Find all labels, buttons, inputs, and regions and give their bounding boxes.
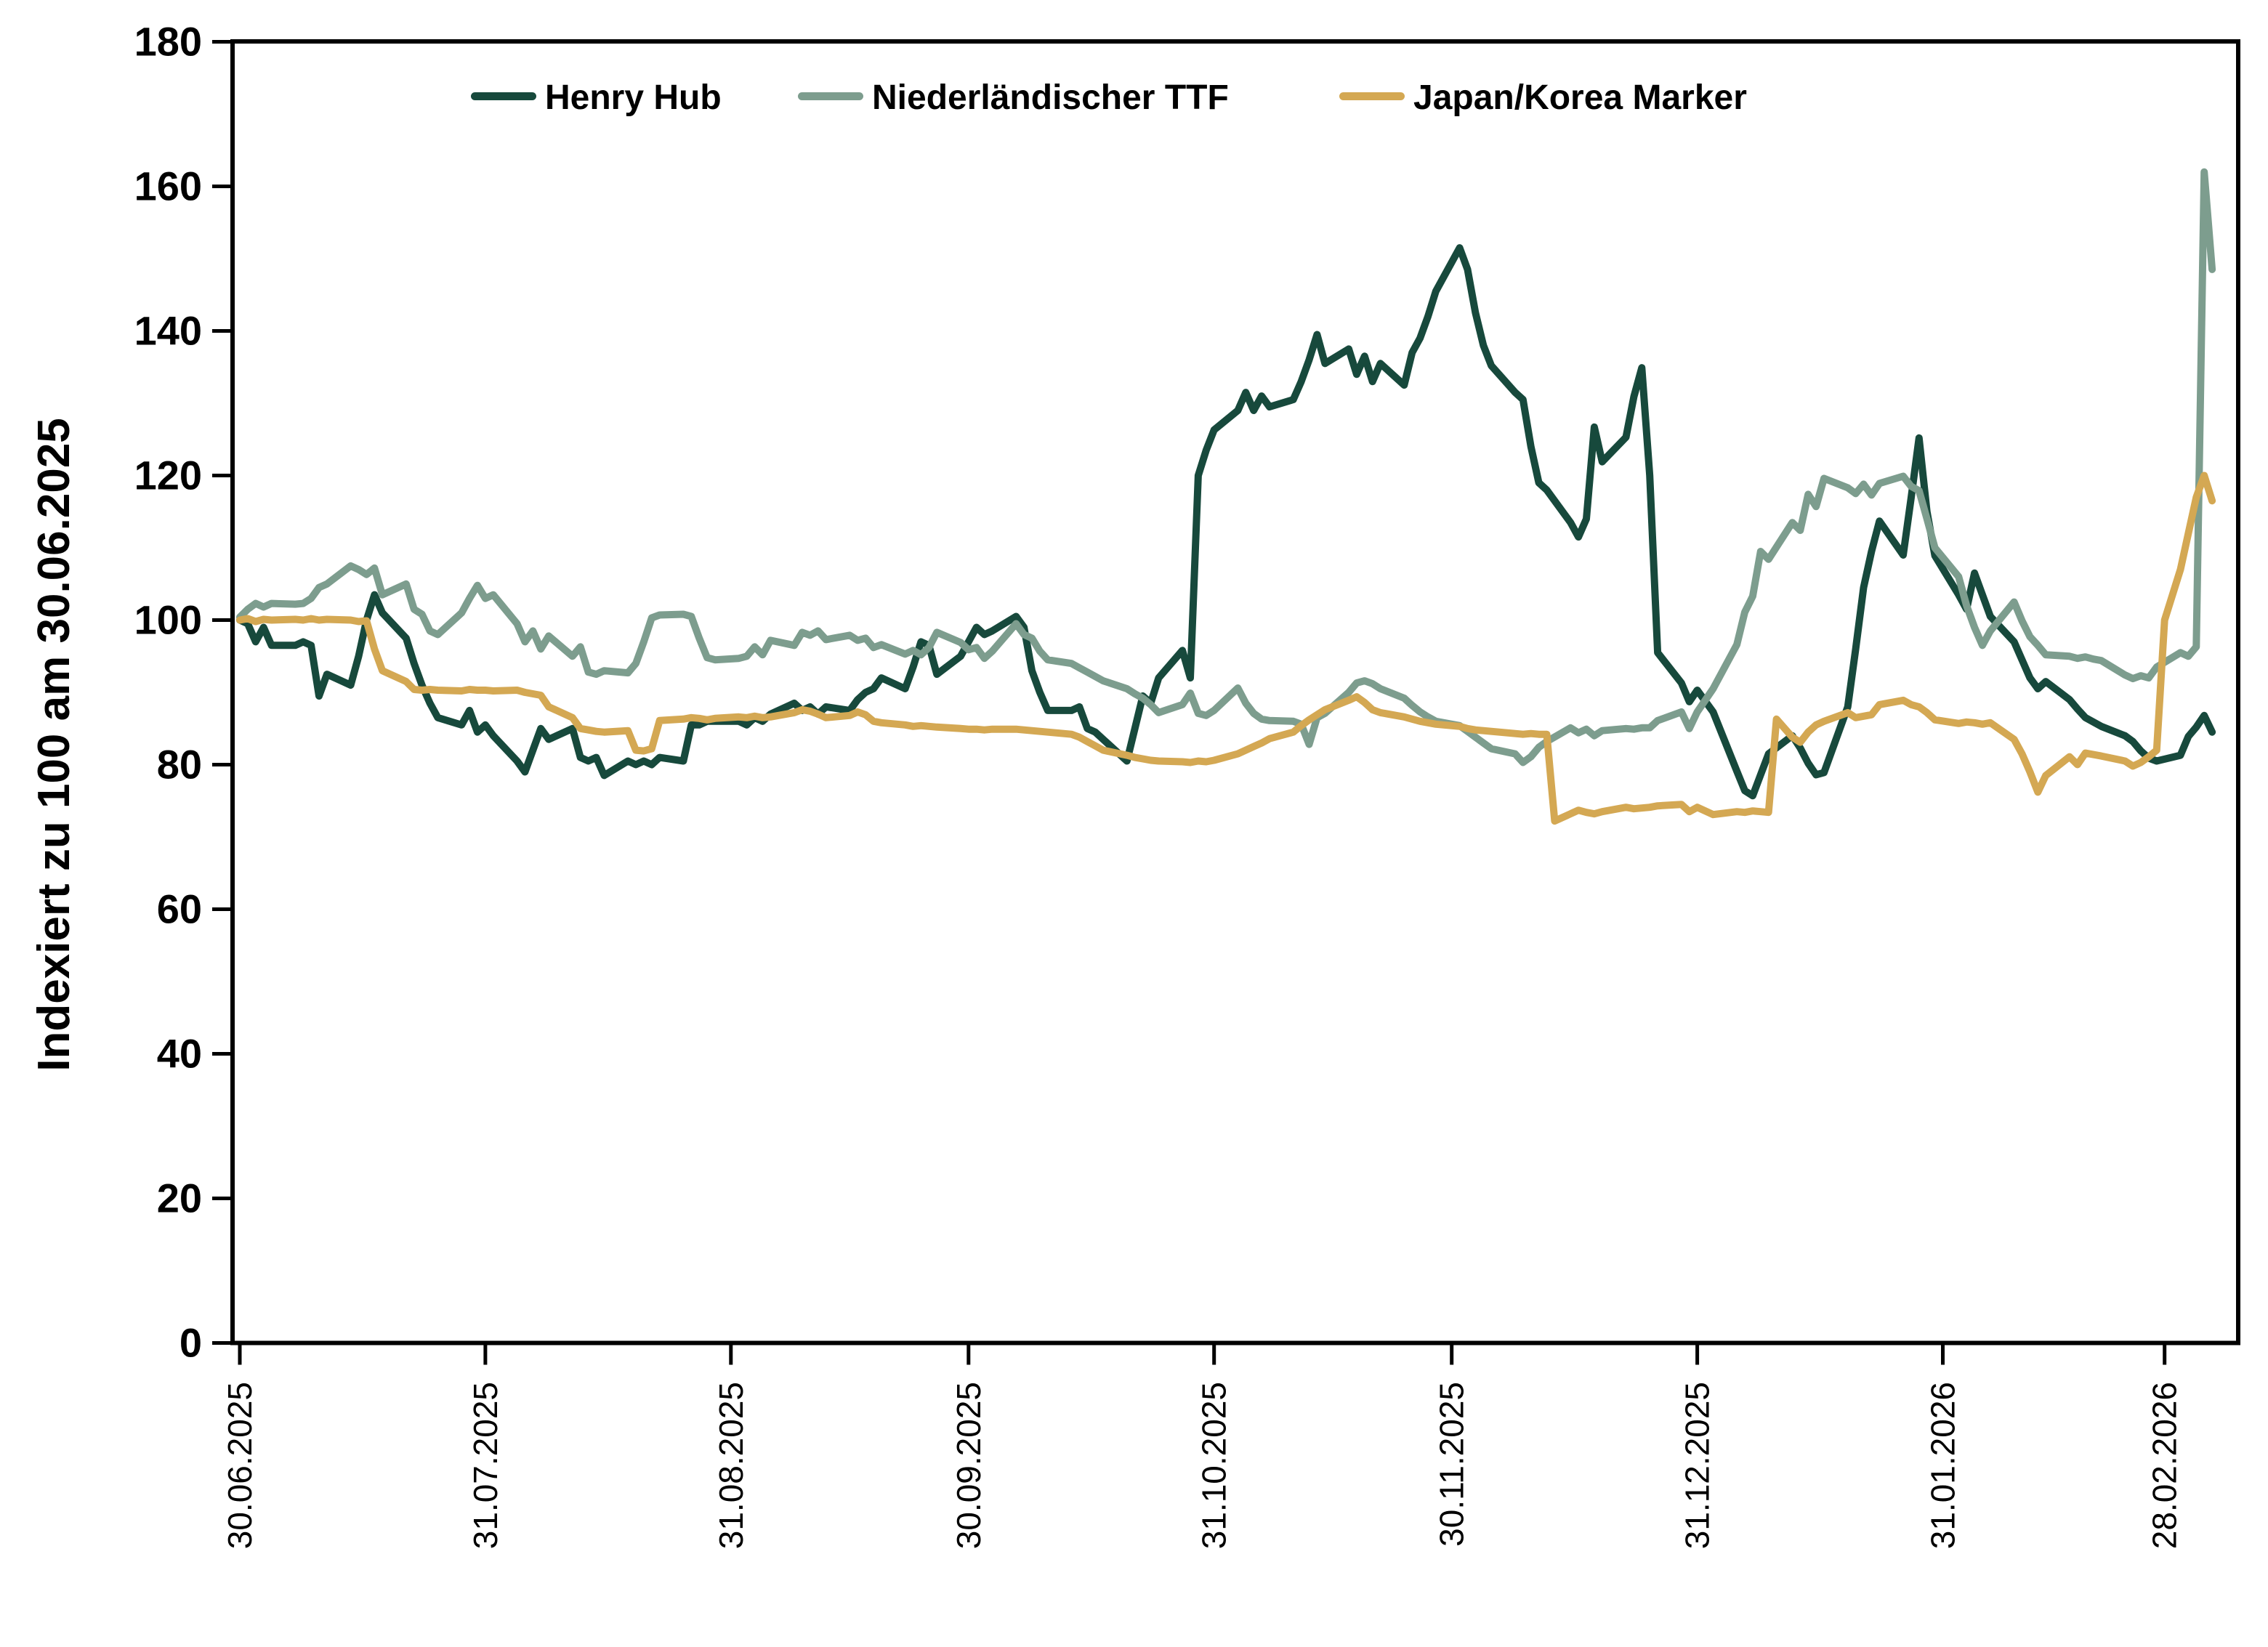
y-axis-tick-label: 140 xyxy=(134,308,202,354)
x-axis-tick-label: 31.08.2025 xyxy=(712,1382,750,1549)
y-axis-tick-label: 180 xyxy=(134,19,202,65)
x-axis-tick-label: 30.06.2025 xyxy=(221,1382,259,1549)
legend-item-niederlaendischer-ttf: Niederländischer TTF xyxy=(798,78,1229,117)
series-line-henry-hub xyxy=(236,244,2216,800)
legend-swatch-henry-hub xyxy=(471,92,536,100)
axes: 0 20 40 60 80 100 120 140 160 180 30.06.2025 31.07.… xyxy=(134,19,2184,1550)
plot-frame xyxy=(230,39,2240,1345)
series-line-japan-korea-marker xyxy=(236,472,2216,825)
x-axis-tick-label: 31.12.2025 xyxy=(1679,1382,1716,1549)
x-axis-tick-label: 31.10.2025 xyxy=(1195,1382,1233,1549)
y-axis-title: Indexiert zu 100 am 30.06.2025 xyxy=(29,418,79,1072)
series-lines xyxy=(236,168,2216,825)
y-axis-tick-label: 160 xyxy=(134,163,202,209)
y-axis-tick-label: 120 xyxy=(134,453,202,498)
legend-label-niederlaendischer-ttf: Niederländischer TTF xyxy=(872,78,1229,117)
legend-item-henry-hub: Henry Hub xyxy=(471,78,722,117)
legend-label-japan-korea-marker: Japan/Korea Marker xyxy=(1413,78,1747,117)
y-axis-tick-label: 100 xyxy=(134,597,202,643)
x-axis-tick-label: 30.09.2025 xyxy=(950,1382,988,1549)
legend: Henry Hub Niederländischer TTF Japan/Kor… xyxy=(471,78,1747,117)
y-axis-tick-label: 0 xyxy=(179,1320,202,1366)
legend-item-japan-korea-marker: Japan/Korea Marker xyxy=(1339,78,1747,117)
series-line-niederl-ndischer-ttf xyxy=(236,168,2216,766)
legend-label-henry-hub: Henry Hub xyxy=(545,78,722,117)
legend-swatch-japan-korea-marker xyxy=(1339,92,1405,100)
x-axis-tick-label: 30.11.2025 xyxy=(1433,1382,1471,1547)
y-axis-tick-label: 80 xyxy=(157,742,202,788)
x-axis-tick-label: 28.02.2026 xyxy=(2146,1382,2184,1549)
y-axis-tick-label: 40 xyxy=(157,1031,202,1077)
legend-swatch-niederlaendischer-ttf xyxy=(798,92,863,100)
y-axis-tick-label: 60 xyxy=(157,886,202,932)
x-axis-tick-label: 31.01.2026 xyxy=(1924,1382,1962,1549)
x-axis-tick-label: 31.07.2025 xyxy=(467,1382,504,1549)
plot-border xyxy=(230,39,2240,1345)
y-axis-tick-label: 20 xyxy=(157,1175,202,1221)
